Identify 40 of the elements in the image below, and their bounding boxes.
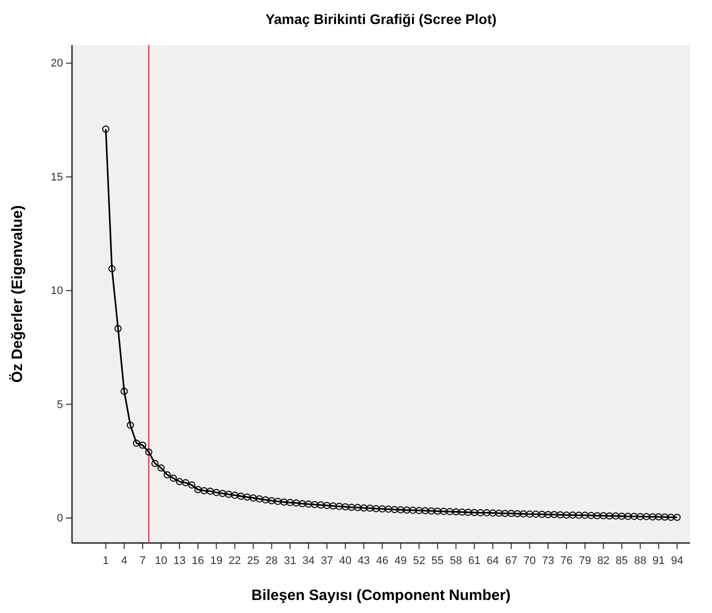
x-tick-label: 10 [154, 555, 168, 568]
x-tick-label: 91 [652, 555, 665, 568]
x-tick-label: 88 [634, 555, 646, 568]
x-axis-title: Bileşen Sayısı (Component Number) [251, 587, 511, 604]
x-tick-label: 64 [486, 555, 499, 568]
x-tick-label: 82 [597, 555, 610, 568]
x-tick-label: 85 [616, 555, 628, 568]
y-tick-label: 5 [56, 398, 63, 411]
x-tick-label: 7 [140, 555, 146, 568]
x-tick-label: 37 [320, 555, 334, 568]
x-tick-label: 40 [339, 555, 352, 568]
x-tick-label: 67 [505, 555, 518, 568]
x-tick-label: 94 [670, 555, 684, 568]
x-tick-label: 61 [468, 555, 480, 568]
x-tick-label: 58 [450, 555, 462, 568]
y-axis-title: Öz Değerler (Eigenvalue) [9, 205, 26, 383]
x-tick-label: 70 [524, 555, 536, 568]
x-tick-label: 13 [173, 555, 186, 568]
x-tick-label: 4 [121, 555, 128, 568]
y-tick-label: 20 [50, 58, 63, 70]
y-tick-label: 0 [56, 512, 63, 525]
x-tick-label: 76 [560, 555, 573, 568]
x-tick-label: 43 [358, 555, 370, 568]
x-tick-label: 73 [542, 555, 554, 568]
x-tick-label: 28 [266, 555, 278, 568]
x-tick-label: 19 [210, 555, 222, 568]
x-tick-label: 49 [394, 555, 407, 568]
x-tick-label: 31 [284, 555, 296, 568]
x-tick-label: 79 [578, 555, 592, 568]
y-tick-label: 10 [50, 285, 63, 298]
x-tick-label: 1 [102, 555, 109, 568]
x-tick-label: 22 [228, 555, 241, 568]
chart-title: Yamaç Birikinti Grafiği (Scree Plot) [265, 11, 497, 27]
x-tick-label: 55 [431, 555, 444, 568]
x-tick-label: 46 [376, 555, 388, 568]
x-tick-label: 16 [192, 555, 204, 568]
x-tick-label: 34 [302, 555, 315, 568]
x-tick-label: 52 [412, 555, 426, 568]
x-tick-label: 25 [247, 555, 260, 568]
y-tick-label: 15 [50, 171, 63, 184]
